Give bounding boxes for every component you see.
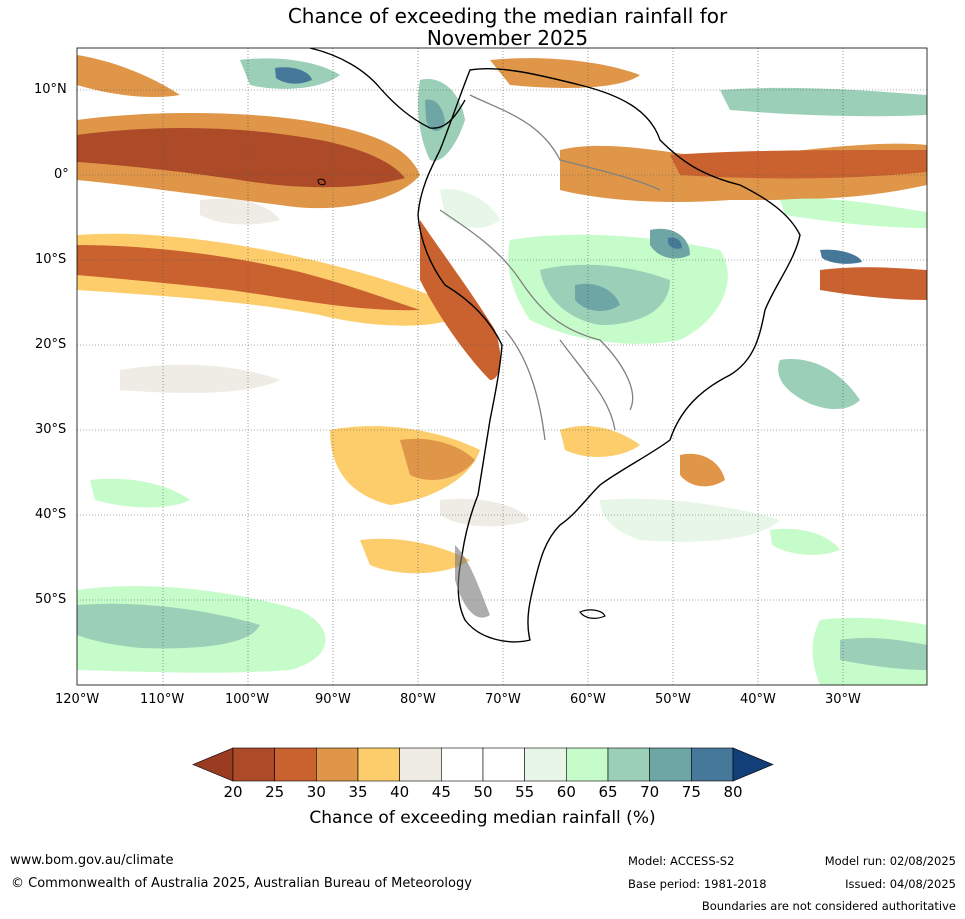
colorbar-low-extend	[192, 747, 234, 782]
country-borders	[439, 94, 661, 441]
map-field	[77, 48, 927, 685]
colorbar-tick-label: 75	[681, 783, 701, 801]
colorbar-cell	[607, 747, 650, 782]
lon-label-70w: 70°W	[485, 692, 521, 707]
colorbar-cell	[691, 747, 734, 782]
lon-label-50w: 50°W	[655, 692, 691, 707]
model-name: Model: ACCESS-S2	[628, 854, 735, 868]
colorbar-tick-label: 65	[598, 783, 618, 801]
colorbar-high-extend	[732, 747, 774, 782]
colorbar-cell	[524, 747, 567, 782]
central-america-coastline	[309, 48, 466, 129]
colorbar-tick-label: 20	[223, 783, 243, 801]
map-title-line1: Chance of exceeding the median rainfall …	[287, 4, 728, 28]
colorbar-tick-label: 80	[723, 783, 743, 801]
lon-label-80w: 80°W	[400, 692, 436, 707]
colorbar-cell	[482, 747, 525, 782]
lat-label-20s: 20°S	[35, 337, 67, 352]
website-link[interactable]: www.bom.gov.au/climate	[10, 853, 174, 868]
copyright-text: © Commonwealth of Australia 2025, Austra…	[11, 876, 472, 891]
colorbar-tick-label: 60	[556, 783, 576, 801]
model-run: Model run: 02/08/2025	[824, 854, 956, 868]
colorbar-tick-label: 70	[640, 783, 660, 801]
lat-label-50s: 50°S	[35, 592, 67, 607]
colorbar-cell	[316, 747, 359, 782]
map-title-line2: November 2025	[426, 26, 589, 50]
colorbar-title: Chance of exceeding median rainfall (%)	[309, 808, 656, 828]
colorbar-tick-label: 45	[431, 783, 451, 801]
lon-label-60w: 60°W	[570, 692, 606, 707]
colorbar-cell	[649, 747, 692, 782]
colorbar-tick-label: 50	[473, 783, 493, 801]
colorbar-tick-label: 25	[265, 783, 285, 801]
base-period: Base period: 1981-2018	[628, 877, 767, 891]
issued-date: Issued: 04/08/2025	[845, 877, 956, 891]
lat-label-10n: 10°N	[34, 82, 67, 97]
lon-label-30w: 30°W	[825, 692, 861, 707]
lon-label-100w: 100°W	[225, 692, 270, 707]
colorbar-cell	[399, 747, 442, 782]
colorbar-tick-label: 30	[306, 783, 326, 801]
colorbar	[192, 747, 774, 782]
boundaries-disclaimer: Boundaries are not considered authoritat…	[701, 899, 956, 913]
lon-label-40w: 40°W	[740, 692, 776, 707]
colorbar-tick-label: 55	[515, 783, 535, 801]
lat-label-10s: 10°S	[35, 252, 67, 267]
colorbar-cell	[232, 747, 275, 782]
lat-label-30s: 30°S	[35, 422, 67, 437]
lon-label-110w: 110°W	[140, 692, 185, 707]
lat-label-40s: 40°S	[35, 507, 67, 522]
colorbar-cell	[566, 747, 609, 782]
lat-label-0: 0°	[54, 167, 69, 182]
colorbar-cell	[274, 747, 317, 782]
lon-label-120w: 120°W	[55, 692, 100, 707]
colorbar-cell	[441, 747, 484, 782]
graticule	[77, 48, 927, 685]
colorbar-tick-label: 35	[348, 783, 368, 801]
south-america-coastline	[417, 67, 801, 643]
lon-label-90w: 90°W	[315, 692, 351, 707]
colorbar-cell	[357, 747, 400, 782]
colorbar-tick-label: 40	[390, 783, 410, 801]
